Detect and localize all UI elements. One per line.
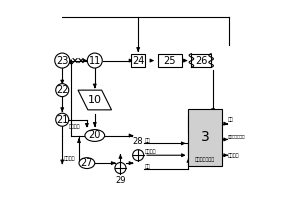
Circle shape [87, 53, 102, 68]
Text: 稀盐废水: 稀盐废水 [69, 124, 81, 129]
Text: 26: 26 [195, 56, 208, 66]
Text: 纯水: 纯水 [145, 164, 151, 169]
Text: 20: 20 [88, 130, 101, 140]
Text: 22: 22 [56, 85, 68, 95]
Text: 含盐废水: 含盐废水 [64, 156, 76, 161]
Text: 10: 10 [88, 95, 102, 105]
Ellipse shape [79, 158, 95, 169]
Text: 28: 28 [133, 137, 143, 146]
Ellipse shape [85, 130, 105, 141]
Circle shape [56, 84, 69, 97]
Text: 氢氧化钠: 氢氧化钠 [228, 153, 239, 158]
FancyBboxPatch shape [188, 109, 222, 166]
Text: 24: 24 [132, 56, 144, 66]
Text: 29: 29 [115, 176, 126, 185]
Circle shape [55, 53, 70, 68]
Text: 25: 25 [164, 56, 176, 66]
Text: 11: 11 [89, 56, 101, 66]
FancyBboxPatch shape [158, 54, 182, 67]
Text: 3: 3 [201, 130, 210, 144]
Circle shape [115, 163, 126, 174]
Circle shape [133, 150, 144, 161]
FancyBboxPatch shape [131, 54, 145, 67]
Text: 27: 27 [81, 158, 93, 168]
Circle shape [56, 113, 69, 126]
Polygon shape [78, 90, 112, 110]
Text: 被处理过的废水: 被处理过的废水 [228, 135, 245, 139]
Text: 21: 21 [56, 115, 68, 125]
Text: 23: 23 [56, 56, 68, 66]
FancyBboxPatch shape [191, 54, 211, 67]
Text: 固酸: 固酸 [228, 117, 234, 122]
Text: 被处理过的废水: 被处理过的废水 [195, 157, 215, 162]
Text: 纯水: 纯水 [145, 138, 151, 143]
Text: 含盐废水: 含盐废水 [145, 149, 157, 154]
